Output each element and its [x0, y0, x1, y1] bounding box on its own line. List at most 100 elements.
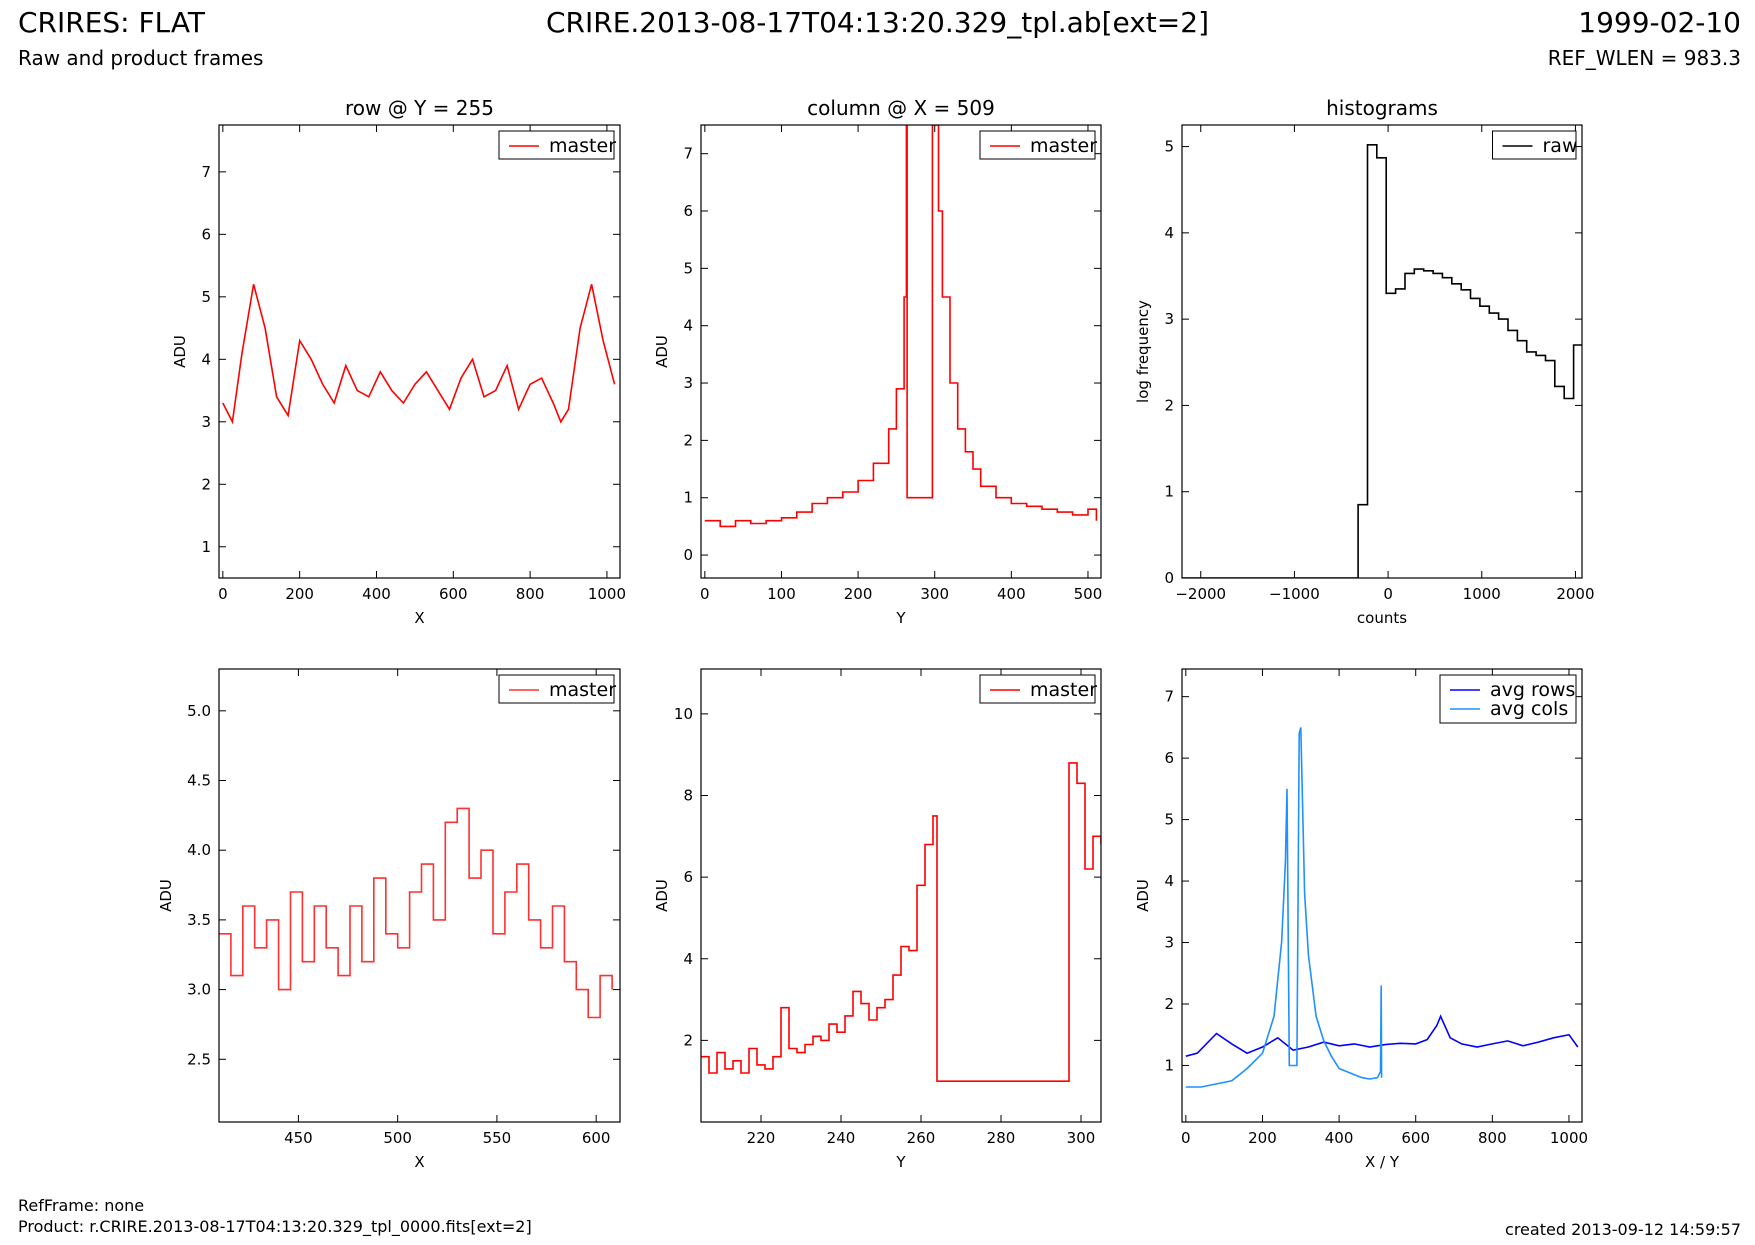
x-tick-label: 220: [747, 1129, 776, 1147]
chart-4: 450 500 550 600 2.5 3.0 3.5 4.0 4.5 5.0 X ADU master: [157, 668, 621, 1171]
plot-frame: [700, 124, 1102, 579]
series-master-line: [704, 125, 1098, 528]
x-tick-label: 240: [827, 1129, 856, 1147]
plot-frame: [700, 668, 1102, 1123]
series-raw-line: [1182, 144, 1582, 578]
chart-title: row @ Y = 255: [345, 96, 494, 120]
chart-title: histograms: [1326, 96, 1438, 120]
legend-label: master: [1030, 135, 1097, 157]
x-tick-label: 200: [844, 585, 873, 603]
x-tick-label: 400: [1325, 1129, 1354, 1147]
legend-label: raw: [1543, 135, 1578, 157]
y-tick-label: 6: [683, 202, 693, 220]
y-tick-label: 4: [1164, 872, 1174, 890]
x-tick-label: 800: [516, 585, 545, 603]
y-tick-label: 5: [1164, 811, 1174, 829]
x-tick-label: 0: [1383, 585, 1393, 603]
file-title: CRIRE.2013-08-17T04:13:20.329_tpl.ab[ext…: [545, 6, 1209, 39]
series-avg-cols-line: [1185, 727, 1383, 1088]
x-tick-label: 1000: [1550, 1129, 1588, 1147]
plot-frame: [1181, 124, 1583, 579]
x-tick-label: 280: [987, 1129, 1016, 1147]
y-tick-label: 2.5: [187, 1050, 211, 1068]
legend-label: avg cols: [1490, 698, 1568, 720]
y-tick-label: 6: [683, 868, 693, 886]
x-tick-label: 600: [1401, 1129, 1430, 1147]
y-tick-label: 0: [683, 546, 693, 564]
x-tick-label: 400: [997, 585, 1026, 603]
x-axis-label: Y: [895, 609, 906, 627]
plot-frame: [218, 668, 621, 1123]
y-axis-label: ADU: [1134, 879, 1152, 912]
y-tick-label: 2: [683, 431, 693, 449]
y-tick-label: 5: [201, 288, 211, 306]
y-tick-label: 3.5: [187, 911, 211, 929]
legend-box: [979, 130, 1096, 160]
y-axis-label: ADU: [171, 335, 189, 368]
y-tick-label: 1: [1164, 483, 1174, 501]
y-tick-label: 4: [683, 950, 693, 968]
y-tick-label: 10: [674, 705, 693, 723]
x-axis-label: X: [414, 1153, 424, 1171]
x-axis-label: X: [414, 609, 424, 627]
legend-label: master: [549, 135, 616, 157]
y-tick-label: 2: [201, 475, 211, 493]
x-tick-label: 260: [907, 1129, 936, 1147]
y-tick-label: 8: [683, 787, 693, 805]
y-tick-label: 4.5: [187, 772, 211, 790]
x-tick-label: 500: [383, 1129, 412, 1147]
plot-frame: [1181, 668, 1583, 1123]
legend-box: [498, 130, 615, 160]
legend-box: [979, 674, 1096, 704]
legend-label: avg rows: [1490, 679, 1575, 701]
y-axis-label: ADU: [653, 879, 671, 912]
series-avg-rows-line: [1185, 1014, 1579, 1057]
y-tick-label: 7: [1164, 688, 1174, 706]
y-tick-label: 3: [1164, 934, 1174, 952]
x-tick-label: 200: [1248, 1129, 1277, 1147]
x-tick-label: 0: [700, 585, 710, 603]
x-axis-label: counts: [1357, 609, 1407, 627]
chart-1: 0 200 400 600 800 1000 1 2 3 4 5 6 7 row @ Y = 255 X AD…: [171, 96, 626, 627]
series-master-line: [701, 762, 1101, 1082]
x-tick-label: 600: [582, 1129, 611, 1147]
y-tick-label: 6: [201, 225, 211, 243]
y-tick-label: 5: [683, 259, 693, 277]
legend-label: master: [549, 679, 616, 701]
y-tick-label: 0: [1164, 569, 1174, 587]
y-tick-label: 4: [683, 317, 693, 335]
chart-2: 0 100 200 300 400 500 0 1 2 3 4 5 6 7 column @ X = 509…: [653, 96, 1102, 627]
x-tick-label: 550: [483, 1129, 512, 1147]
x-tick-label: 300: [1067, 1129, 1096, 1147]
y-axis-label: ADU: [653, 335, 671, 368]
legend-box: [498, 674, 615, 704]
x-tick-label: 400: [362, 585, 391, 603]
page-subtitle: Raw and product frames: [18, 46, 264, 70]
y-axis-label: log frequency: [1134, 300, 1152, 403]
x-tick-label: 600: [439, 585, 468, 603]
x-tick-label: 450: [284, 1129, 313, 1147]
x-axis-label: X / Y: [1365, 1153, 1400, 1171]
y-tick-label: 6: [1164, 749, 1174, 767]
x-tick-label: 200: [285, 585, 314, 603]
x-tick-label: 1000: [588, 585, 626, 603]
y-tick-label: 4: [201, 350, 211, 368]
y-tick-label: 3: [683, 374, 693, 392]
x-tick-label: 0: [1181, 1129, 1191, 1147]
x-tick-label: −1000: [1269, 585, 1320, 603]
y-tick-label: 5.0: [187, 702, 211, 720]
chart-title: column @ X = 509: [807, 96, 995, 120]
y-tick-label: 4.0: [187, 841, 211, 859]
y-tick-label: 4: [1164, 224, 1174, 242]
x-tick-label: 800: [1478, 1129, 1507, 1147]
created-label: created 2013-09-12 14:59:57: [1505, 1220, 1741, 1239]
chart-6: 0 200 400 600 800 1000 1 2 3 4 5 6 7 X / Y ADU avg rows…: [1134, 668, 1588, 1171]
y-tick-label: 3: [1164, 310, 1174, 328]
ref-wlen-label: REF_WLEN = 983.3: [1547, 46, 1741, 70]
legend-box: [1439, 674, 1577, 724]
y-axis-label: ADU: [157, 879, 175, 912]
y-tick-label: 1: [201, 538, 211, 556]
x-tick-label: 0: [218, 585, 228, 603]
legend-label: master: [1030, 679, 1097, 701]
